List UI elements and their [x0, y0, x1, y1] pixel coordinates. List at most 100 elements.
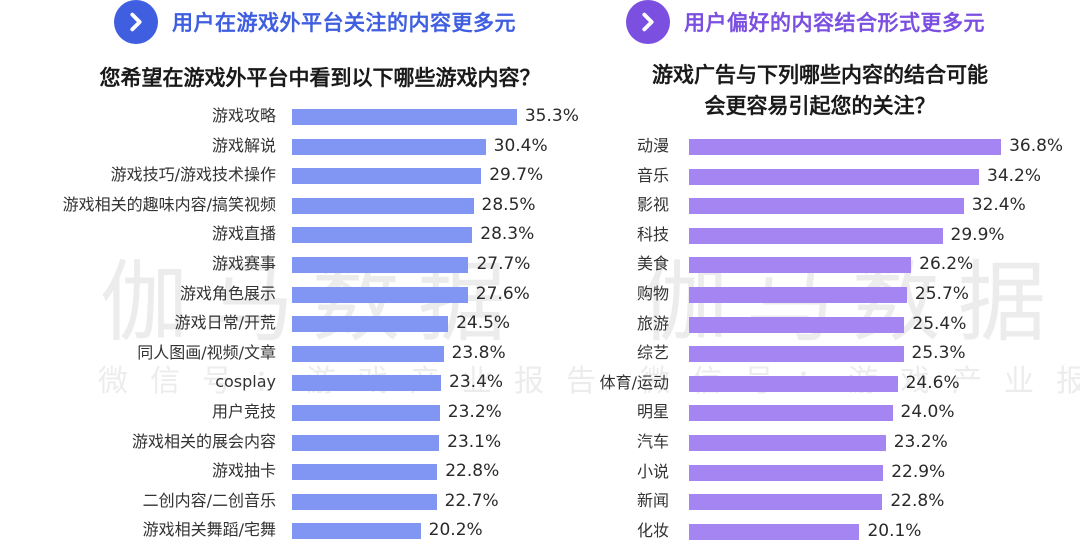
bar: [689, 523, 860, 540]
bar-value: 25.7%: [914, 284, 969, 304]
bar: [292, 168, 482, 185]
bar-row: 二创内容/二创音乐 22.7%: [0, 486, 600, 516]
bar-row: 游戏相关的展会内容 23.1%: [0, 427, 600, 457]
bar: [689, 257, 912, 274]
bar-value: 27.7%: [476, 254, 531, 274]
bar-row: 汽车 23.2%: [570, 427, 1080, 457]
bar-row: 游戏攻略 35.3%: [0, 101, 600, 131]
bar-label: 游戏解说: [211, 135, 276, 155]
right-section-header: 用户偏好的内容结合形式更多元: [626, 0, 985, 44]
bar: [689, 227, 943, 244]
bar: [292, 257, 469, 273]
bar-value: 20.1%: [867, 520, 922, 541]
bar-row: 综艺 25.3%: [570, 338, 1080, 368]
bar: [689, 316, 905, 333]
bar-row: 购物 25.7%: [570, 279, 1080, 309]
bar-label: 游戏赛事: [211, 254, 276, 273]
bar-label: 游戏角色展示: [179, 283, 276, 303]
bar: [292, 316, 449, 333]
bar-value: 36.8%: [1009, 136, 1064, 156]
bar-value: 22.8%: [890, 491, 945, 512]
left-chart-panel: 用户在游戏外平台关注的内容更多元 您希望在游戏外平台中看到以下哪些游戏内容？ 游…: [0, 0, 600, 541]
bar-row: 游戏解说 30.4%: [0, 131, 600, 161]
bar-label: 影视: [636, 195, 669, 215]
bar-label: 明星: [636, 402, 669, 422]
bar: [689, 375, 898, 392]
bar: [292, 375, 442, 392]
bar-value: 28.3%: [480, 224, 535, 245]
bar: [292, 138, 486, 155]
left-section-title: 用户在游戏外平台关注的内容更多元: [172, 11, 516, 35]
bar: [689, 435, 886, 451]
bar: [292, 345, 444, 362]
bar: [292, 434, 440, 451]
bar: [292, 227, 473, 244]
bar: [292, 197, 474, 214]
bar-row: 新闻 22.8%: [570, 486, 1080, 516]
bar-label: 新闻: [636, 491, 669, 511]
bar-row: 美食 26.2%: [570, 249, 1080, 279]
right-question: 游戏广告与下列哪些内容的结合可能 会更容易引起您的关注？: [610, 60, 1030, 122]
bar: [292, 405, 440, 421]
bar-value: 24.6%: [905, 372, 960, 393]
bar-label: 游戏攻略: [211, 106, 276, 125]
bar-label: 游戏相关的展会内容: [131, 431, 276, 451]
bar-label: 购物: [636, 284, 669, 303]
bar-value: 23.2%: [893, 432, 948, 452]
bar-label: 音乐: [636, 165, 669, 185]
bar-value: 23.2%: [447, 402, 502, 422]
bar-row: 游戏角色展示 27.6%: [0, 279, 600, 309]
bar-value: 35.3%: [524, 106, 579, 126]
bar-value: 20.2%: [428, 520, 483, 541]
bar: [689, 287, 907, 303]
bar-label: 用户竞技: [211, 402, 276, 421]
bar-label: 游戏日常/开荒: [174, 313, 276, 333]
bar-row: 游戏抽卡 22.8%: [0, 456, 600, 486]
bar: [292, 523, 421, 540]
bar-row: 明星 24.0%: [570, 397, 1080, 427]
bar-label: 汽车: [636, 432, 669, 451]
right-question-line1: 游戏广告与下列哪些内容的结合可能: [652, 63, 988, 87]
bar-label: 同人图画/视频/文章: [137, 342, 276, 362]
bar-row: 科技 29.9%: [570, 220, 1080, 250]
bar-value: 25.4%: [912, 313, 967, 334]
bar-value: 23.4%: [449, 372, 504, 393]
bar-label: 化妆: [636, 520, 669, 540]
bar-label: 游戏抽卡: [211, 461, 276, 481]
bar-label: 游戏直播: [211, 224, 276, 244]
bar-label: 二创内容/二创音乐: [142, 490, 276, 510]
bar: [292, 109, 517, 125]
bar-row: 小说 22.9%: [570, 457, 1080, 487]
bar-value: 23.8%: [451, 342, 506, 363]
bar-row: 影视 32.4%: [570, 190, 1080, 220]
bar-row: 用户竞技 23.2%: [0, 397, 600, 427]
bar: [689, 198, 964, 215]
bar: [292, 493, 437, 510]
bar-value: 30.4%: [493, 135, 548, 156]
bar: [292, 464, 438, 481]
bar-value: 34.2%: [987, 165, 1042, 186]
bar-row: cosplay 23.4%: [0, 367, 600, 397]
bar-label: 美食: [636, 254, 669, 274]
bar-value: 29.7%: [489, 165, 544, 186]
bar-row: 游戏相关的趣味内容/搞笑视频 28.5%: [0, 190, 600, 220]
bar-label: 游戏相关的趣味内容/搞笑视频: [62, 194, 276, 214]
bar-value: 23.1%: [447, 431, 502, 452]
bar-row: 游戏直播 28.3%: [0, 219, 600, 249]
bar-label: 游戏技巧/游戏技术操作: [110, 165, 276, 185]
bar: [689, 405, 893, 422]
bar-row: 游戏日常/开荒 24.5%: [0, 308, 600, 338]
bar-row: 旅游 25.4%: [570, 309, 1080, 339]
left-section-header: 用户在游戏外平台关注的内容更多元: [114, 0, 516, 44]
bar: [689, 139, 1002, 155]
bar-row: 化妆 20.1%: [570, 516, 1080, 546]
bar-value: 22.9%: [891, 461, 946, 482]
right-chart-panel: 用户偏好的内容结合形式更多元 游戏广告与下列哪些内容的结合可能 会更容易引起您的…: [570, 0, 1080, 554]
bar-value: 22.7%: [444, 490, 499, 511]
right-question-line2: 会更容易引起您的关注？: [704, 94, 936, 118]
bar: [689, 464, 884, 481]
bar-row: 音乐 34.2%: [570, 161, 1080, 191]
bar-label: 体育/运动: [599, 372, 669, 392]
bar-row: 体育/运动 24.6%: [570, 368, 1080, 398]
bar-value: 26.2%: [919, 254, 974, 275]
